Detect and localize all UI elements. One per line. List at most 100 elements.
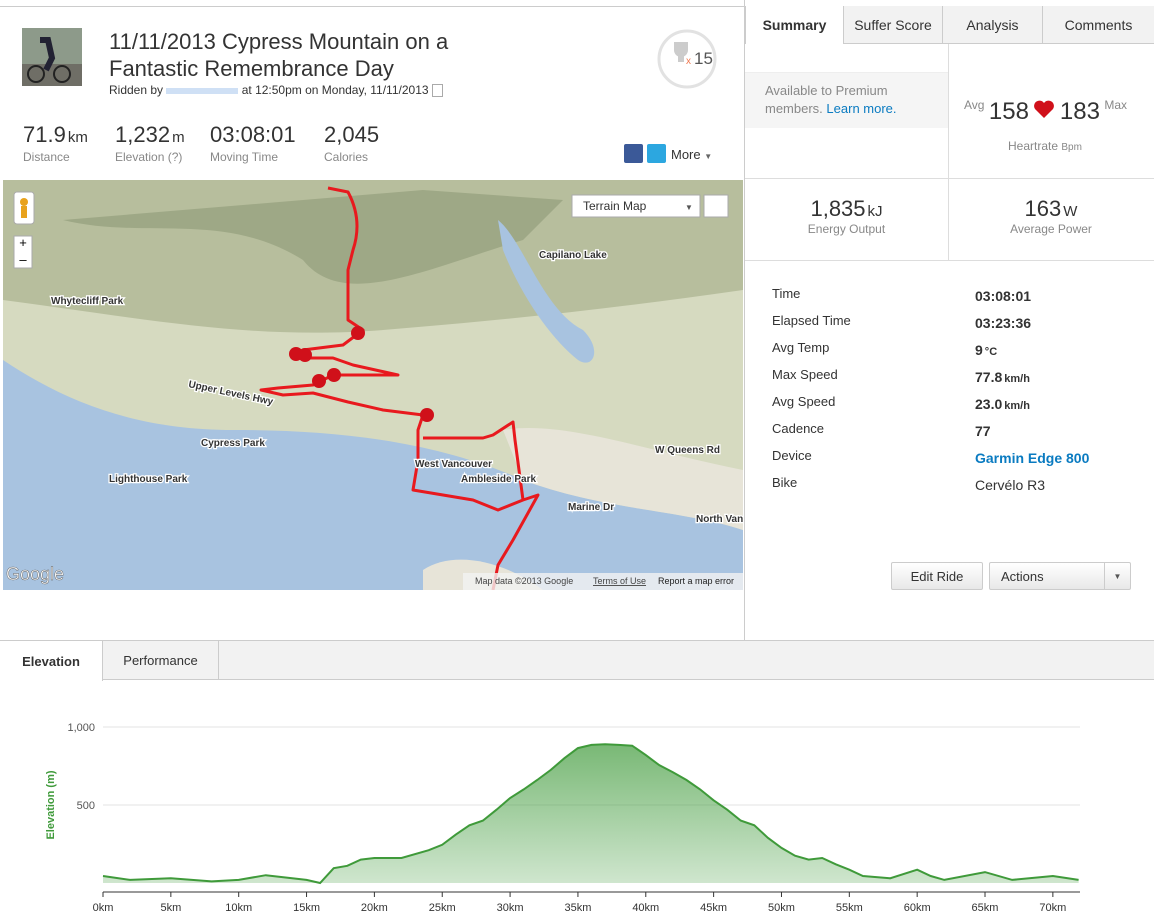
detail-value: 77 — [975, 423, 991, 439]
map-label: West Vancouver — [415, 459, 492, 470]
map[interactable]: Whytecliff Park Cypress Park Lighthouse … — [3, 180, 743, 590]
detail-unit: km/h — [1004, 373, 1030, 385]
x-tick-label: 15km — [293, 902, 320, 914]
power-unit: kJ — [867, 203, 883, 220]
power-value: 1,835 — [810, 196, 866, 221]
edit-ride-button[interactable]: Edit Ride — [891, 562, 983, 590]
premium-text: Available to Premium members. — [765, 83, 888, 116]
stat-unit: km — [67, 129, 88, 146]
chart-tab[interactable]: Performance — [103, 641, 219, 679]
trophy-count: 15 — [694, 49, 713, 68]
y-tick-label: 500 — [77, 800, 95, 812]
trophy: x 15 — [657, 29, 717, 89]
detail-row: Time 03:08:01 — [772, 286, 1142, 304]
x-tick-label: 65km — [972, 902, 999, 914]
x-tick-label: 25km — [429, 902, 456, 914]
actions-button[interactable]: Actions ▼ — [989, 562, 1131, 590]
device-link[interactable]: Garmin Edge 800 — [975, 450, 1091, 466]
hr-avg: 158 — [988, 98, 1029, 125]
detail-label: Max Speed — [772, 367, 838, 382]
stat-label: Distance — [23, 150, 70, 164]
heart-icon — [1034, 100, 1055, 118]
elevation-area — [103, 744, 1079, 883]
trophy-x: x — [686, 56, 691, 67]
map-report[interactable]: Report a map error — [658, 576, 734, 586]
hr-label: Heartrate — [1008, 139, 1059, 153]
x-tick-label: 20km — [361, 902, 388, 914]
chart-tab-bar — [0, 640, 1154, 680]
map-label: W Queens Rd — [655, 445, 720, 456]
detail-value: 03:23:36 — [975, 315, 1032, 331]
x-tick-label: 50km — [768, 902, 795, 914]
x-tick-label: 35km — [564, 902, 591, 914]
x-tick-label: 60km — [904, 902, 931, 914]
stat-label: Calories — [324, 150, 369, 164]
activity-title: 11/11/2013 Cypress Mountain on a Fantast… — [109, 29, 449, 81]
premium-link[interactable]: Learn more. — [826, 101, 897, 116]
y-axis-label: Elevation (m) — [45, 770, 57, 839]
detail-label: Time — [772, 286, 801, 301]
twitter-icon[interactable] — [647, 144, 666, 163]
power-value: 163 — [1024, 196, 1062, 221]
detail-value: 9 — [975, 342, 983, 358]
x-tick-label: 0km — [93, 902, 114, 914]
tab[interactable]: Comments — [1042, 6, 1154, 44]
tab[interactable]: Suffer Score — [843, 6, 942, 44]
more-label: More — [671, 147, 701, 162]
map-type[interactable]: Terrain Map — [583, 199, 647, 213]
detail-row: Max Speed 77.8 km/h — [772, 367, 1142, 385]
stat-unit: m — [172, 129, 185, 146]
map-label: Ambleside Park — [461, 474, 536, 485]
ridden-label: Ridden by — [109, 83, 164, 97]
map-label: Cypress Park — [201, 438, 265, 449]
actions-label: Actions — [1001, 568, 1044, 584]
google-logo: Google — [6, 564, 64, 584]
detail-row: Bike Cervélo R3 — [772, 475, 1142, 493]
stat: 1,232 m Elevation (?) — [115, 122, 185, 164]
divider — [744, 0, 745, 640]
detail-row: Device Garmin Edge 800 — [772, 448, 1142, 466]
detail-label: Device — [772, 448, 812, 463]
map-label: Whytecliff Park — [51, 296, 124, 307]
premium-box: Available to Premium members. Learn more… — [745, 72, 948, 128]
detail-value: 03:08:01 — [975, 288, 1032, 304]
stat: 71.9 km Distance — [23, 122, 88, 164]
stat: 03:08:01 Moving Time — [210, 122, 298, 164]
stat-value: 1,232 — [115, 122, 171, 147]
hr-max: 183 — [1059, 98, 1100, 125]
x-tick-label: 5km — [160, 902, 181, 914]
x-tick-label: 70km — [1039, 902, 1066, 914]
facebook-icon[interactable] — [624, 144, 643, 163]
ride-time: at 12:50pm on Monday, 11/11/2013 — [241, 83, 429, 97]
calendar-icon[interactable] — [431, 84, 443, 98]
hr-avg-label: Avg — [964, 98, 985, 112]
map-label: Lighthouse Park — [109, 474, 188, 485]
map-terms[interactable]: Terms of Use — [593, 576, 646, 586]
x-tick-label: 10km — [225, 902, 252, 914]
svg-text:+: + — [19, 235, 27, 250]
chart-tab[interactable]: Elevation — [0, 641, 103, 681]
detail-value: Garmin Edge 800 — [975, 450, 1090, 466]
x-tick-label: 45km — [700, 902, 727, 914]
stat-value: 2,045 — [324, 122, 380, 147]
elevation-line — [102, 743, 1079, 885]
detail-row: Elapsed Time 03:23:36 — [772, 313, 1142, 331]
tab[interactable]: Summary — [745, 6, 843, 44]
detail-value: 23.0 — [975, 396, 1003, 412]
map-label: Capilano Lake — [539, 250, 607, 261]
tab[interactable]: Analysis — [942, 6, 1042, 44]
detail-label: Avg Speed — [772, 394, 836, 409]
stat-label: Moving Time — [210, 150, 279, 164]
top-strip — [0, 0, 745, 7]
avatar — [22, 28, 82, 86]
detail-label: Elapsed Time — [772, 313, 851, 328]
detail-row: Cadence 77 — [772, 421, 1142, 439]
share-more[interactable]: More ▼ — [671, 147, 713, 162]
detail-row: Avg Speed 23.0 km/h — [772, 394, 1142, 412]
map-label: North Vancouver — [696, 514, 743, 525]
y-tick-label: 1,000 — [67, 722, 95, 734]
svg-text:▼: ▼ — [685, 203, 693, 212]
hr-max-label: Max — [1104, 98, 1128, 112]
stat-value: 03:08:01 — [210, 122, 296, 147]
